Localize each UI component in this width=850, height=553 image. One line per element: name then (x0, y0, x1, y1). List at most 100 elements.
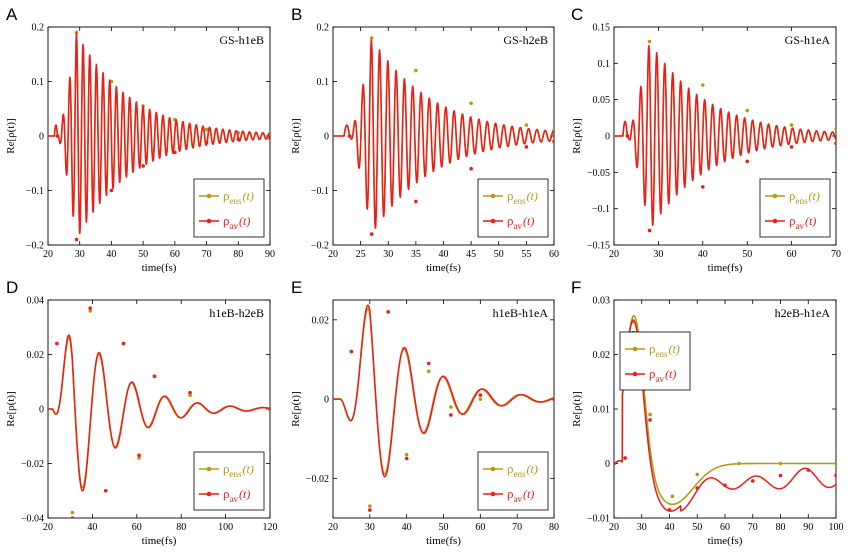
legend-label-ens: ρens(t) (789, 188, 820, 206)
y-tick-label: 0.2 (317, 23, 330, 34)
x-tick-label: 40 (439, 249, 449, 260)
x-tick-label: 30 (637, 522, 647, 533)
legend-symbol: ρ (507, 461, 514, 476)
data-point-av (625, 134, 630, 138)
panel-title: h1eB-h1eA (493, 306, 549, 320)
legend-label-ens: ρens(t) (507, 188, 538, 206)
legend-subscript: ens (514, 469, 526, 479)
legend-marker-ens (772, 193, 778, 199)
x-tick-label: 40 (402, 522, 412, 533)
data-point-ens (834, 461, 836, 466)
x-tick-label: 60 (132, 522, 142, 533)
x-tick-label: 40 (106, 249, 116, 260)
panel-title: h2eB-h1eA (775, 306, 831, 320)
data-point-av (121, 341, 126, 346)
y-axis-title: Re[ρ(t)] (5, 118, 17, 153)
x-tick-label: 25 (356, 249, 366, 260)
y-tick-label: 0.05 (593, 95, 611, 106)
y-tick-label: 0 (324, 395, 329, 406)
y-tick-label: 0.03 (593, 296, 611, 307)
series-line-av (614, 44, 836, 227)
legend-subscript: av (230, 494, 239, 504)
chart-panel-a: 20 30 40 50 60 70 80 90 −0.2 −0.1 0 0.1 0.2 time(fs) R… (5, 5, 275, 274)
chart-panel-c: 20 30 40 50 60 70 −0.15 −0.1 −0.05 0 0.05 0.1 0.15 ti… (571, 5, 841, 274)
data-point-av (74, 237, 79, 242)
legend-argument: (t) (805, 214, 816, 228)
x-tick-label: 40 (87, 522, 97, 533)
series-line-av (48, 334, 270, 492)
legend-symbol: ρ (223, 461, 230, 476)
legend-argument: (t) (239, 214, 250, 228)
x-tick-label: 45 (466, 249, 476, 260)
y-axis-title: Re[ρ(t)] (290, 391, 302, 426)
data-point-ens (369, 36, 374, 40)
legend-box (477, 451, 549, 511)
y-tick-label: −0.2 (311, 241, 329, 252)
x-tick-label: 60 (475, 522, 485, 533)
x-axis-title: time(fs) (426, 262, 461, 274)
legend-subscript: ens (796, 196, 808, 206)
x-tick-label: 30 (653, 249, 663, 260)
y-tick-label: −0.1 (311, 186, 329, 197)
x-tick-label: 90 (265, 249, 275, 260)
data-point-ens (88, 309, 92, 313)
data-point-av (109, 188, 114, 193)
x-tick-label: 60 (170, 249, 180, 260)
panel-letter: F (571, 278, 581, 297)
x-tick-label: 60 (720, 522, 730, 533)
legend: ρens(t)ρav(t) (193, 451, 265, 511)
y-tick-label: 0.1 (32, 77, 45, 88)
data-point-av (667, 508, 672, 512)
y-tick-label: 0.02 (312, 315, 330, 326)
legend-symbol: ρ (789, 213, 796, 228)
plot-area (48, 306, 270, 518)
plot-area (614, 39, 836, 233)
panel-title: GS-h1eA (785, 33, 831, 47)
data-point-av (478, 393, 483, 397)
legend-label-ens: ρens(t) (223, 461, 254, 479)
y-axis-title: Re[ρ(t)] (571, 118, 583, 153)
y-axis-title: Re[ρ(t)] (290, 118, 302, 153)
y-tick-label: −0.1 (26, 186, 44, 197)
data-point-ens (834, 126, 836, 131)
legend-marker-ens (632, 346, 638, 352)
y-axis-title: Re[ρ(t)] (5, 391, 17, 426)
legend-box (759, 178, 831, 238)
data-point-av (414, 199, 418, 204)
legend-symbol: ρ (507, 486, 514, 501)
data-point-av (695, 486, 700, 490)
data-point-av (137, 453, 141, 458)
legend-subscript: ens (656, 349, 668, 359)
data-point-ens (204, 127, 209, 132)
x-tick-label: 20 (328, 249, 338, 260)
data-point-av (103, 488, 108, 493)
data-point-av (173, 150, 177, 155)
panel-letter: D (6, 278, 18, 297)
x-tick-label: 50 (494, 249, 504, 260)
legend-symbol: ρ (649, 341, 656, 356)
data-point-av (778, 473, 783, 478)
data-point-av (404, 456, 409, 461)
legend-argument: (t) (669, 342, 680, 356)
panel-title: h1eB-h2eB (209, 306, 264, 320)
y-tick-label: 0.02 (593, 350, 611, 361)
x-tick-label: 80 (549, 522, 559, 533)
data-point-av (723, 483, 727, 488)
data-point-av (623, 456, 627, 460)
legend-symbol: ρ (223, 486, 230, 501)
x-tick-label: 20 (43, 249, 53, 260)
x-tick-label: 80 (233, 249, 243, 260)
data-point-ens (469, 101, 473, 106)
y-tick-label: 0.04 (27, 296, 45, 307)
chart-panel-e: 20 30 40 50 60 70 80 −0.02 0 0.02 time(fs) Re[ρ(t)]… (290, 278, 559, 547)
legend-subscript: av (514, 494, 523, 504)
data-point-av (349, 349, 354, 354)
legend-marker-av (206, 491, 212, 497)
legend-argument: (t) (523, 214, 534, 228)
x-tick-label: 30 (383, 249, 393, 260)
legend-subscript: av (514, 221, 523, 231)
data-point-ens (368, 504, 372, 508)
data-point-ens (701, 83, 705, 87)
x-axis-title: time(fs) (708, 535, 743, 547)
legend-box (477, 178, 549, 238)
